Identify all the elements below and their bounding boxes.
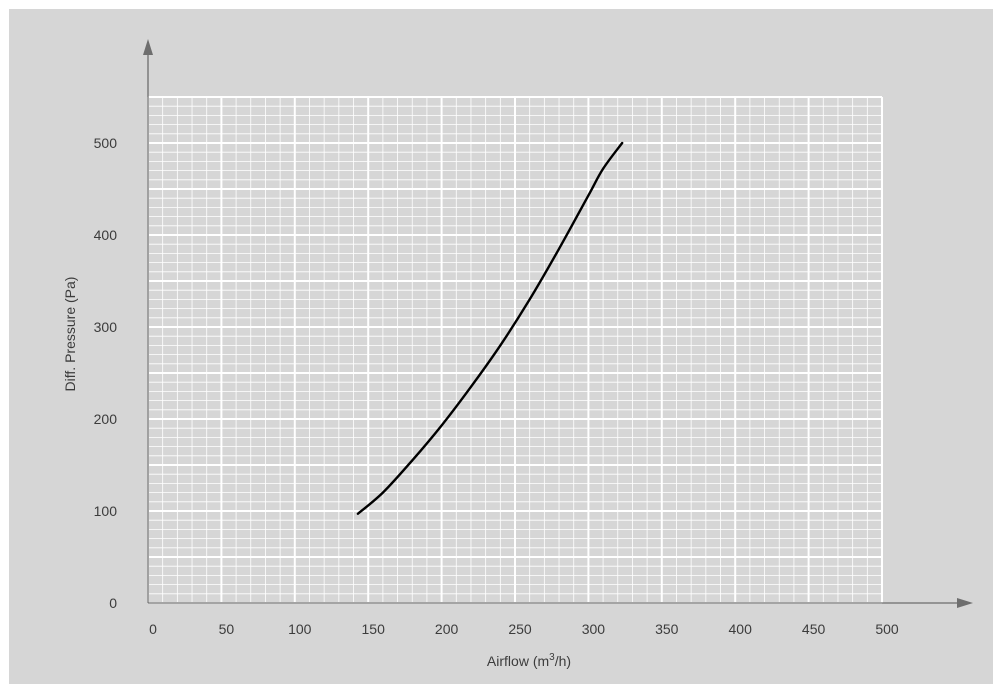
chart-panel: 0 50 100 150 200 250 300 350 400 450 500 0 100 200 30… [9, 9, 993, 684]
x-tick-label: 0 [149, 621, 157, 637]
x-axis-title: Airflow (m3/h) [487, 652, 571, 669]
x-tick-label: 150 [362, 621, 386, 637]
y-tick-label: 300 [94, 319, 118, 335]
y-axis-arrow [143, 39, 153, 55]
x-tick-label: 450 [802, 621, 826, 637]
y-tick-label: 400 [94, 227, 118, 243]
x-axis-arrow [957, 598, 973, 608]
x-tick-label: 250 [508, 621, 532, 637]
y-tick-labels: 0 100 200 300 400 500 [94, 135, 118, 611]
x-tick-label: 100 [288, 621, 312, 637]
axes [143, 39, 973, 608]
y-tick-label: 0 [109, 595, 117, 611]
x-tick-labels: 0 50 100 150 200 250 300 350 400 450 500 [149, 621, 899, 637]
x-tick-label: 350 [655, 621, 679, 637]
y-tick-label: 500 [94, 135, 118, 151]
x-tick-label: 500 [875, 621, 899, 637]
chart: 0 50 100 150 200 250 300 350 400 450 500 010020030… [9, 9, 993, 684]
y-axis-title: Diff. Pressure (Pa) [62, 277, 78, 392]
major-grid [147, 96, 883, 604]
x-axis-title-suffix: /h) [555, 653, 571, 669]
x-tick-label: 200 [435, 621, 459, 637]
x-axis-title-main: Airflow (m [487, 653, 549, 669]
series-group [356, 141, 624, 515]
series-line-0 [356, 141, 624, 515]
x-tick-label: 50 [219, 621, 235, 637]
x-tick-label: 300 [582, 621, 606, 637]
x-tick-label: 400 [729, 621, 753, 637]
y-tick-label: 200 [94, 411, 118, 427]
y-tick-label: 100 [94, 503, 118, 519]
x-axis-title-superscript: 3 [549, 652, 555, 663]
